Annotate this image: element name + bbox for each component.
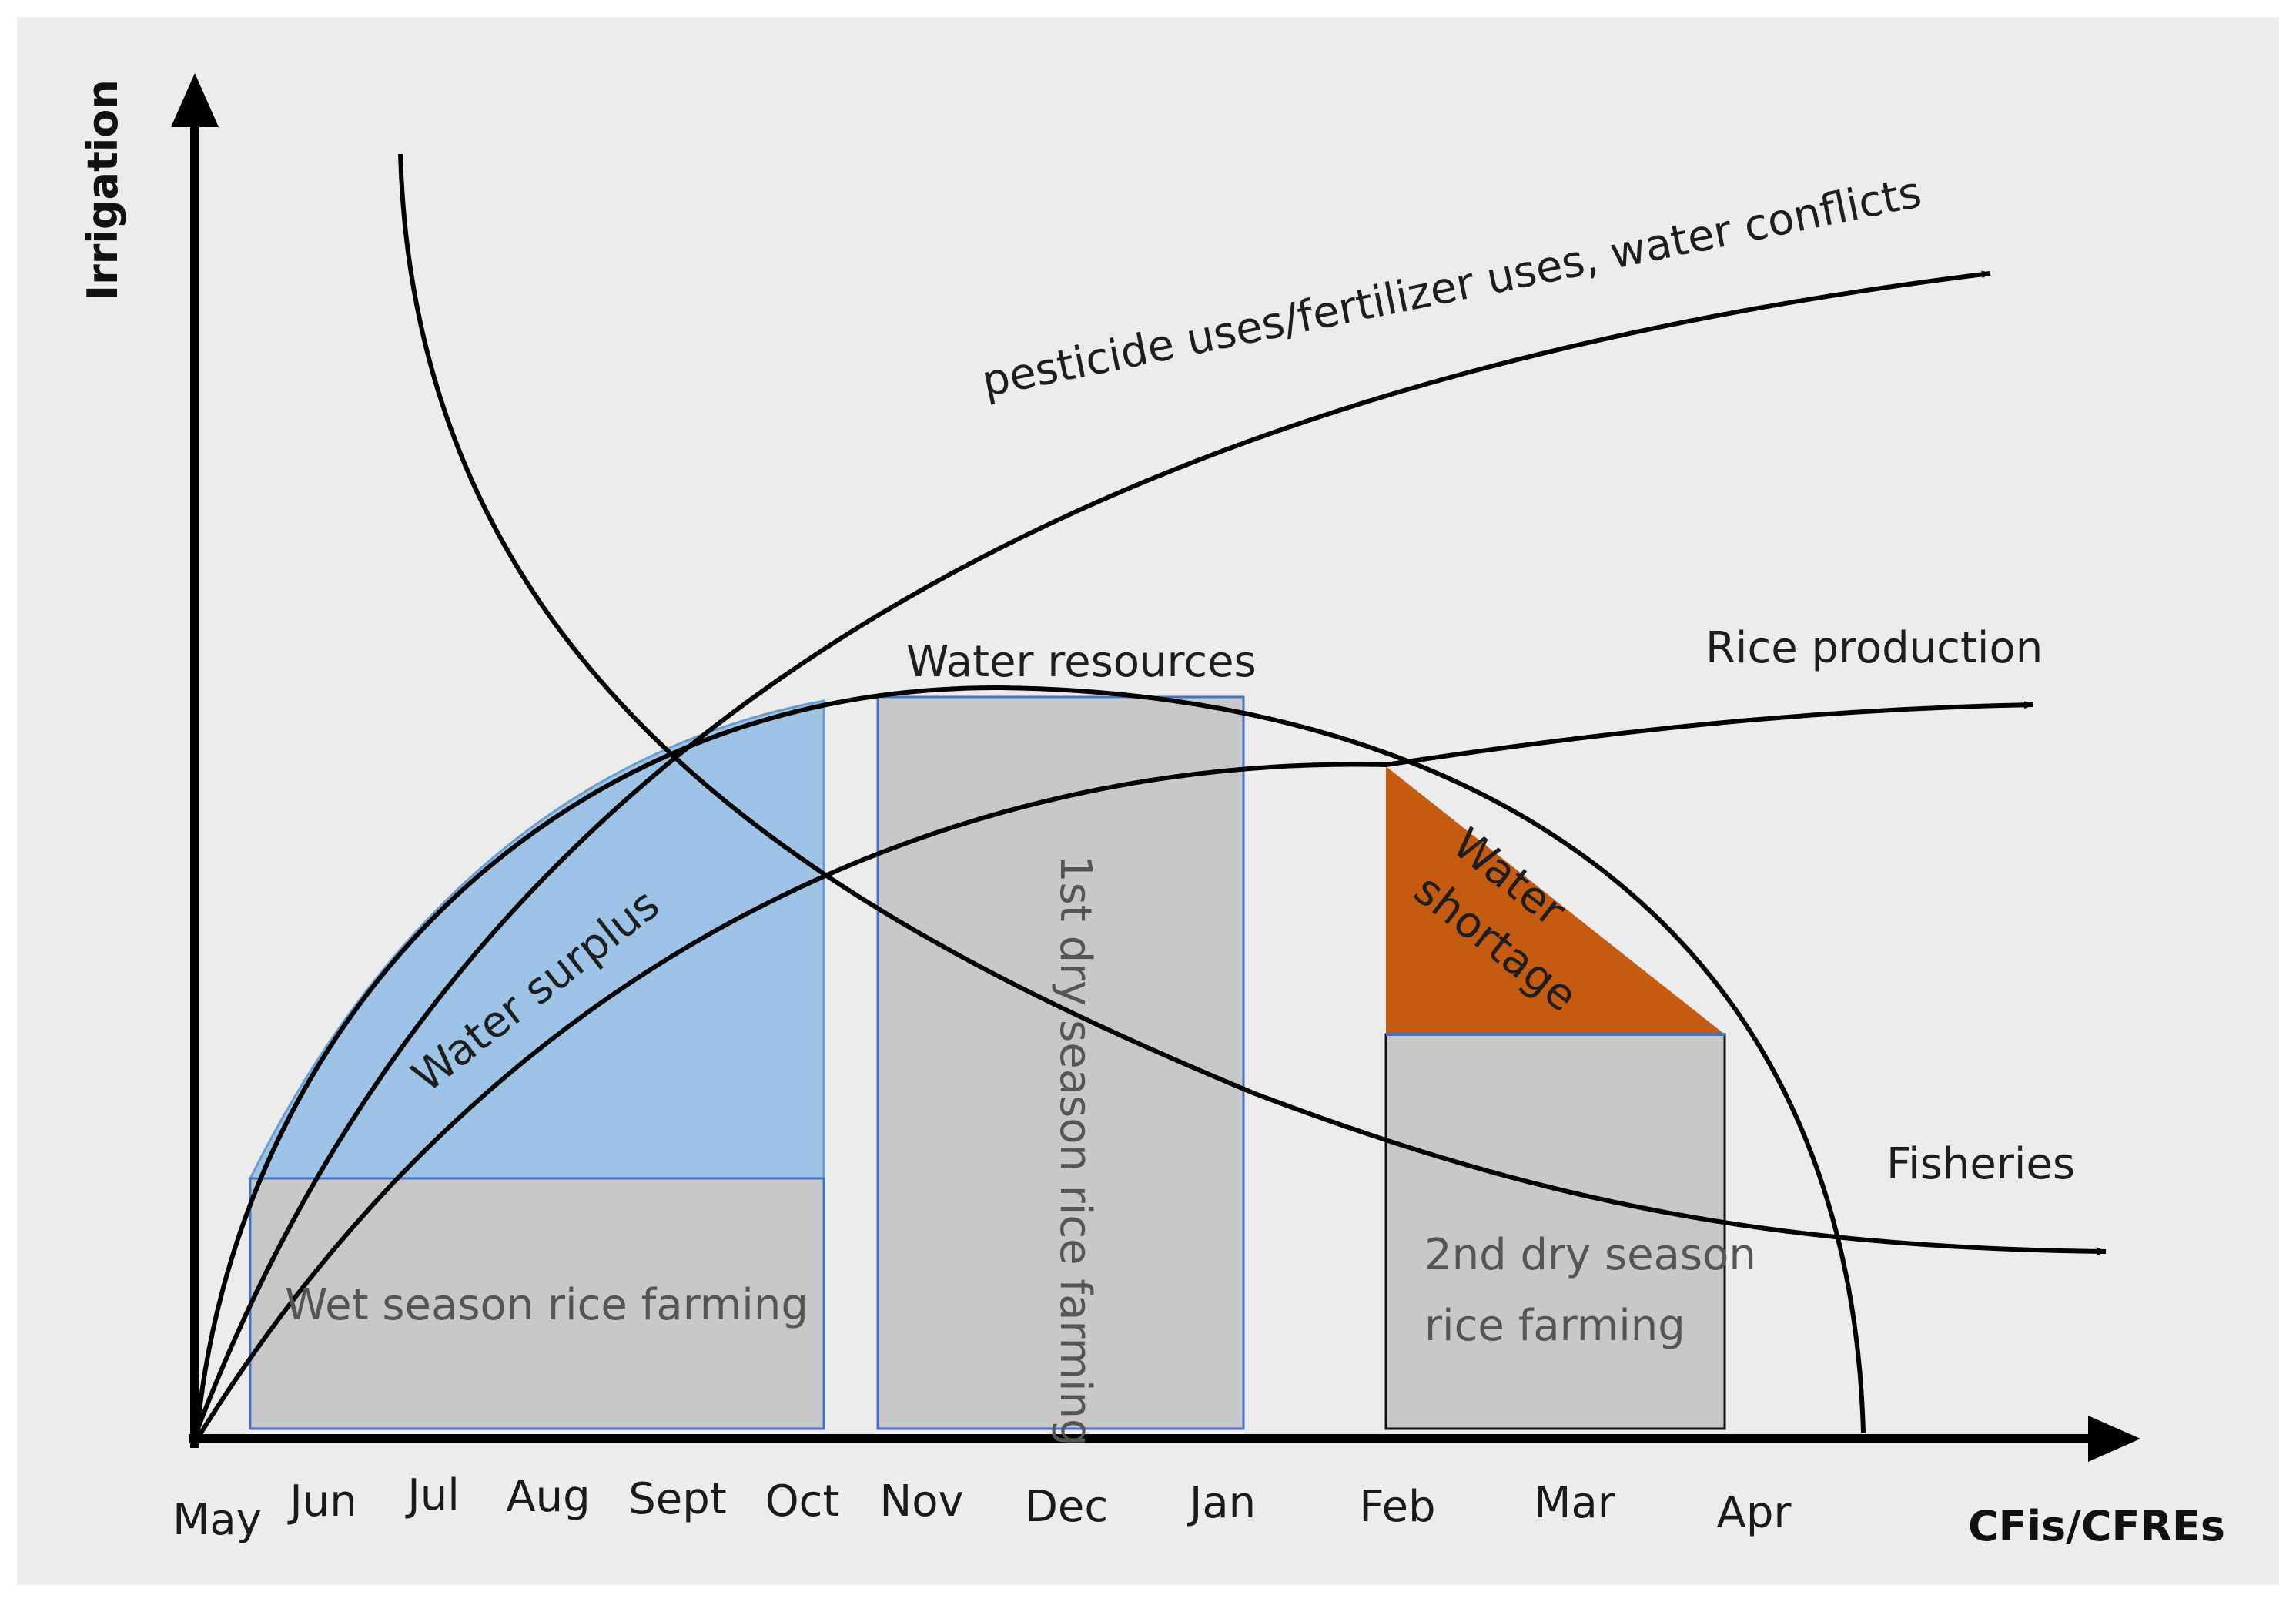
month-label: Jun [287,1476,357,1527]
month-label: Mar [1534,1478,1616,1528]
rice-production-label: Rice production [1705,623,2043,673]
month-label: Oct [765,1476,840,1527]
wet-season-block [249,1177,825,1430]
wet-season-label: Wet season rice farming [285,1280,808,1330]
water-resources-label: Water resources [906,637,1257,687]
month-label: Sept [628,1474,727,1524]
fisheries-label: Fisheries [1886,1139,2075,1189]
month-label: Dec [1025,1482,1108,1532]
month-label: Apr [1717,1488,1792,1538]
month-labels: May Jun Jul Aug Sept Oct Nov Dec Jan Feb… [172,1470,1792,1545]
x-axis-title: CFis/CFREs [1968,1502,2225,1550]
pesticide-curve [194,270,1991,1434]
second-dry-season-label-line1: 2nd dry season [1424,1230,1756,1280]
month-label: Nov [879,1476,963,1527]
month-label: Jul [405,1470,460,1520]
month-label: May [172,1495,262,1545]
water-shortage-area [1386,766,1725,1034]
y-axis-title: Irrigation [79,79,127,300]
water-resources-curve [194,685,1866,1441]
first-dry-season-label: 1st dry season rice farming [1050,855,1100,1446]
month-label: Jan [1187,1478,1256,1528]
month-label: Feb [1359,1482,1435,1532]
y-axis-arrow [171,73,219,127]
month-label: Aug [506,1472,590,1522]
fisheries-curve [398,153,2107,1255]
second-dry-season-label-line2: rice farming [1424,1301,1685,1351]
x-axis-arrow [2088,1416,2140,1462]
second-dry-season-block [1384,1033,1726,1430]
rice-production-curve [194,701,2033,1442]
